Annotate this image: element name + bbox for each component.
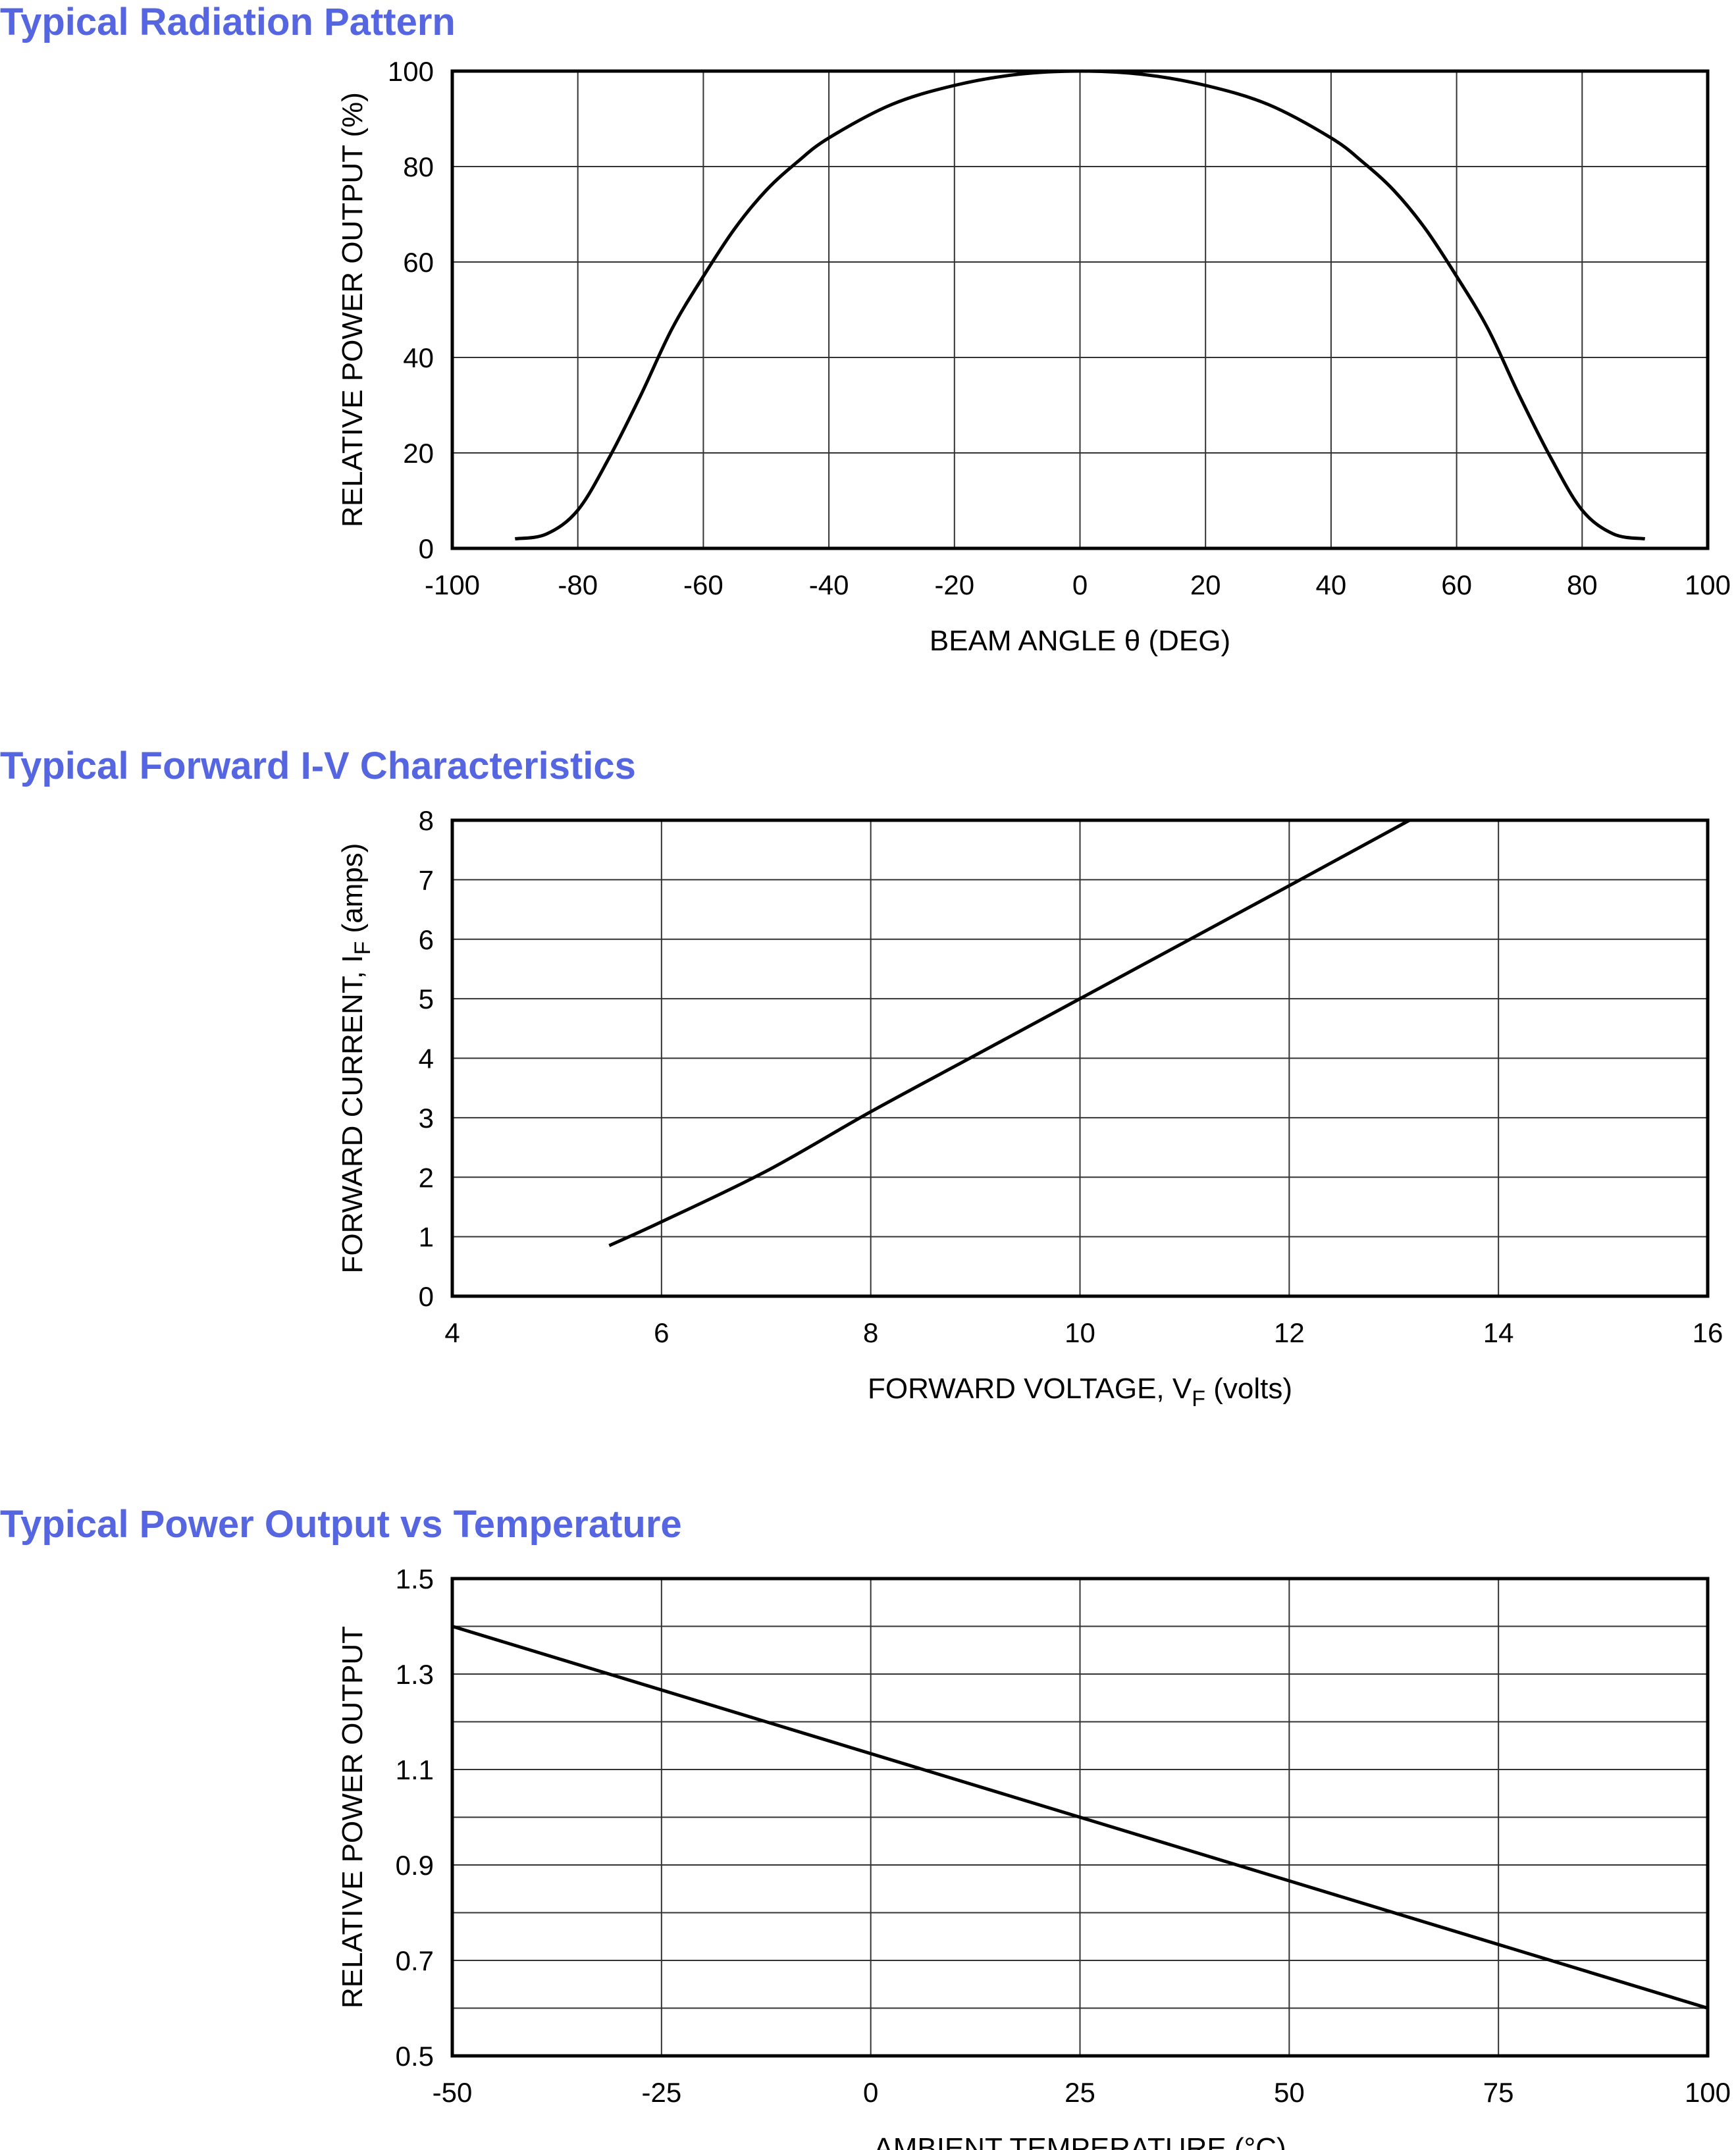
- x-tick-label: 6: [654, 1317, 669, 1348]
- x-axis-label: FORWARD VOLTAGE, VF (volts): [868, 1373, 1292, 1411]
- x-tick-label: -80: [558, 569, 598, 600]
- x-tick-label: -50: [433, 2077, 473, 2108]
- y-tick-label: 100: [388, 56, 434, 87]
- x-tick-label: 4: [444, 1317, 460, 1348]
- y-tick-label: 1.3: [396, 1659, 434, 1690]
- x-tick-label: 25: [1065, 2077, 1095, 2108]
- x-tick-label: 75: [1483, 2077, 1514, 2108]
- plot-frame: [450, 1577, 1710, 2058]
- y-tick-label: 1.1: [396, 1754, 434, 1785]
- y-tick-label: 0.9: [396, 1850, 434, 1881]
- x-tick-label: -40: [809, 569, 849, 600]
- x-tick-label: 40: [1316, 569, 1347, 600]
- y-tick-label: 7: [419, 864, 434, 895]
- x-tick-label: 8: [863, 1317, 878, 1348]
- x-tick-label: -60: [683, 569, 723, 600]
- y-tick-label: 0.5: [396, 2041, 434, 2072]
- y-axis-label: RELATIVE POWER OUTPUT (%): [336, 92, 369, 527]
- y-tick-label: 5: [419, 983, 434, 1014]
- x-tick-label: 12: [1274, 1317, 1305, 1348]
- y-tick-label: 40: [403, 342, 434, 373]
- series-line: [452, 1625, 1708, 2010]
- y-tick-label: 3: [419, 1103, 434, 1134]
- chart-title-temperature: Typical Power Output vs Temperature: [0, 1503, 682, 1546]
- x-tick-label: 0: [1072, 569, 1088, 600]
- y-tick-label: 4: [419, 1043, 434, 1074]
- y-tick-label: 2: [419, 1162, 434, 1193]
- x-tick-label: 10: [1065, 1317, 1095, 1348]
- y-axis-label: RELATIVE POWER OUTPUT: [336, 1626, 369, 2008]
- x-tick-label: 50: [1274, 2077, 1305, 2108]
- x-tick-label: 20: [1190, 569, 1221, 600]
- x-tick-label: 80: [1567, 569, 1598, 600]
- x-axis-label: AMBIENT TEMPERATURE (°C): [874, 2132, 1286, 2150]
- y-axis-label: FORWARD CURRENT, IF (amps): [336, 843, 375, 1274]
- series-line: [608, 818, 1411, 1247]
- y-tick-label: 0: [419, 533, 434, 564]
- x-tick-label: -25: [641, 2077, 681, 2108]
- y-tick-label: 1.5: [396, 1563, 434, 1594]
- chart-title-radiation: Typical Radiation Pattern: [0, 1, 456, 43]
- x-tick-label: -100: [425, 569, 480, 600]
- y-tick-label: 8: [419, 805, 434, 836]
- x-tick-label: 16: [1693, 1317, 1723, 1348]
- x-axis-label: BEAM ANGLE θ (DEG): [930, 625, 1230, 657]
- x-tick-label: 100: [1685, 569, 1731, 600]
- y-tick-label: 60: [403, 247, 434, 278]
- y-tick-label: 20: [403, 438, 434, 469]
- y-tick-label: 6: [419, 924, 434, 955]
- x-tick-label: 14: [1483, 1317, 1514, 1348]
- x-tick-label: 60: [1441, 569, 1472, 600]
- plot-frame: [450, 818, 1710, 1298]
- y-tick-label: 80: [403, 151, 434, 182]
- x-tick-label: 0: [863, 2077, 878, 2108]
- x-tick-label: 100: [1685, 2077, 1731, 2108]
- chart-title-iv: Typical Forward I-V Characteristics: [0, 745, 636, 787]
- y-tick-label: 0: [419, 1281, 434, 1312]
- y-tick-label: 0.7: [396, 1945, 434, 1976]
- y-tick-label: 1: [419, 1222, 434, 1253]
- x-tick-label: -20: [934, 569, 974, 600]
- series-line: [514, 69, 1646, 540]
